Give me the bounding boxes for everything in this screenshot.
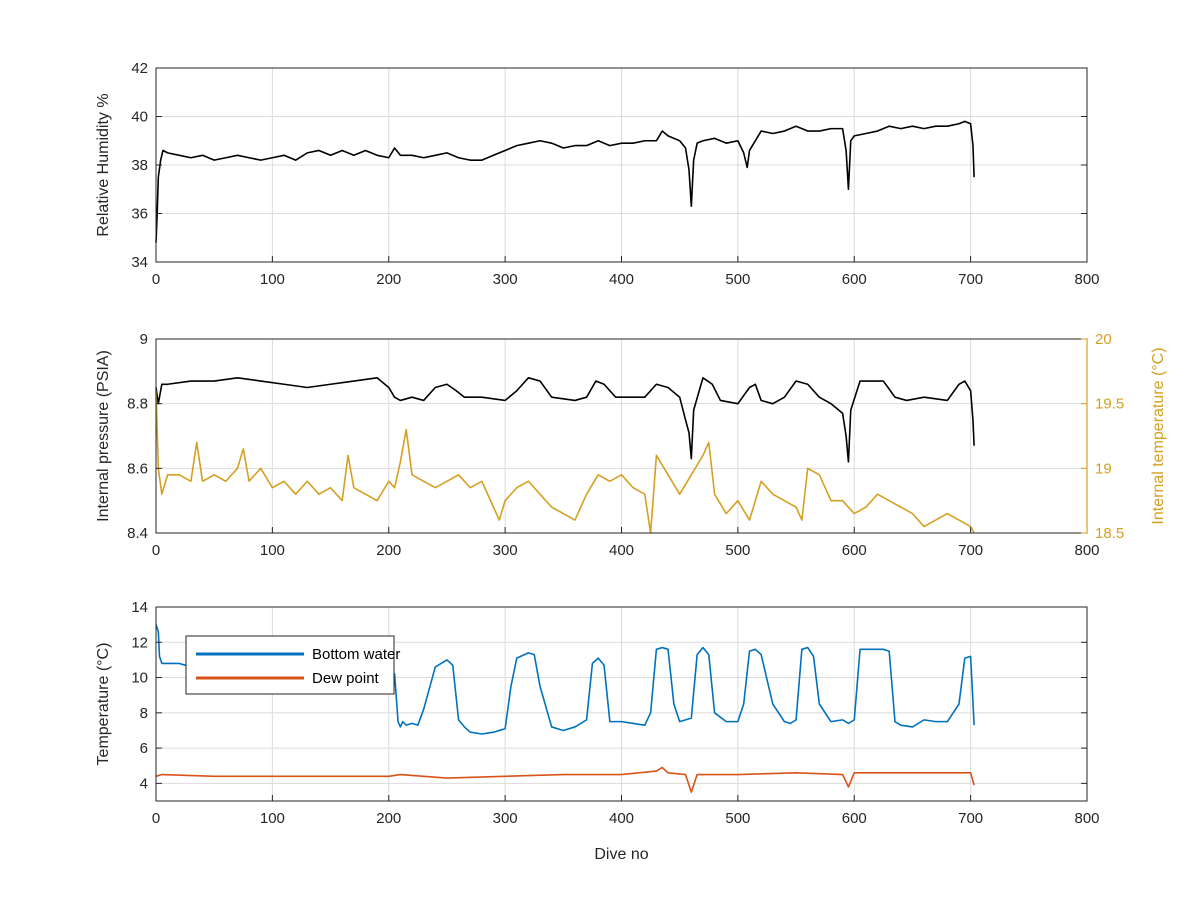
x-tick-label: 500 — [725, 810, 750, 827]
x-tick-label: 300 — [493, 810, 518, 827]
x-tick-label: 500 — [725, 542, 750, 559]
x-tick-label: 200 — [376, 810, 401, 827]
x-tick-label: 400 — [609, 271, 634, 288]
x-tick-label: 100 — [260, 810, 285, 827]
subplot-humidity: 0 100 200 300 400 500 600 700 800 34 36 38 40 42 Rela… — [95, 60, 1100, 288]
x-tick-label: 700 — [958, 810, 983, 827]
y-tick-label: 34 — [131, 254, 148, 271]
y-tick-label: 8.6 — [127, 460, 148, 477]
x-tick-label: 0 — [152, 271, 160, 288]
x-tick-label: 200 — [376, 271, 401, 288]
series-line-0 — [155, 120, 975, 243]
x-tick-label: 800 — [1074, 810, 1099, 827]
x-tick-label: 600 — [842, 271, 867, 288]
y-tick-label: 8.4 — [127, 525, 148, 542]
series-line-dew-point — [155, 766, 975, 793]
x-tick-label: 800 — [1074, 271, 1099, 288]
x-tick-label: 300 — [493, 271, 518, 288]
legend-label-dew-point: Dew point — [312, 670, 380, 687]
x-tick-label: 100 — [260, 271, 285, 288]
x-tick-label: 300 — [493, 542, 518, 559]
y-tick-label: 8.8 — [127, 396, 148, 413]
x-axis-label: Dive no — [594, 846, 648, 863]
internal-temperature-y-axis-label: Internal temperature (°C) — [1150, 347, 1167, 524]
x-tick-label: 400 — [609, 810, 634, 827]
x-tick-label: 0 — [152, 810, 160, 827]
x-tick-label: 400 — [609, 542, 634, 559]
legend: Bottom water Dew point — [185, 635, 400, 695]
x-tick-label: 200 — [376, 542, 401, 559]
series-line-bottom-water — [155, 624, 975, 735]
x-tick-label: 600 — [842, 810, 867, 827]
y-tick-label: 36 — [131, 206, 148, 223]
x-tick-label: 100 — [260, 542, 285, 559]
y-tick-label: 38 — [131, 157, 148, 174]
subplot-pressure-temperature: 0 100 200 300 400 500 600 700 800 8.4 8.6 8.8 9 18.5 1… — [95, 331, 1167, 559]
y-tick-label: 10 — [131, 670, 148, 687]
pressure-y-axis-label: Internal pressure (PSIA) — [95, 350, 112, 522]
legend-box — [185, 635, 395, 695]
temperature-y-axis-label: Temperature (°C) — [95, 643, 112, 766]
y2-tick-label: 20 — [1095, 331, 1112, 348]
y-tick-label: 42 — [131, 60, 148, 77]
x-tick-label: 500 — [725, 271, 750, 288]
y-tick-label: 4 — [140, 775, 148, 792]
x-tick-label: 700 — [958, 542, 983, 559]
y2-tick-label: 19.5 — [1095, 396, 1124, 413]
y-tick-label: 9 — [140, 331, 148, 348]
y-tick-label: 40 — [131, 109, 148, 126]
x-tick-label: 700 — [958, 271, 983, 288]
x-tick-label: 600 — [842, 542, 867, 559]
y2-tick-label: 19 — [1095, 460, 1112, 477]
y-tick-label: 12 — [131, 634, 148, 651]
y2-tick-label: 18.5 — [1095, 525, 1124, 542]
humidity-y-axis-label: Relative Humidity % — [95, 93, 112, 236]
y-tick-label: 8 — [140, 705, 148, 722]
series-line-1 — [155, 390, 975, 534]
x-tick-label: 800 — [1074, 542, 1099, 559]
x-tick-label: 0 — [152, 542, 160, 559]
legend-label-bottom-water: Bottom water — [312, 646, 400, 663]
series-line-0 — [155, 376, 975, 463]
y-tick-label: 6 — [140, 740, 148, 757]
subplot-temperature: 0 100 200 300 400 500 600 700 800 4 6 8 10 12 14 Tempe… — [95, 599, 1100, 863]
y-tick-label: 14 — [131, 599, 148, 616]
